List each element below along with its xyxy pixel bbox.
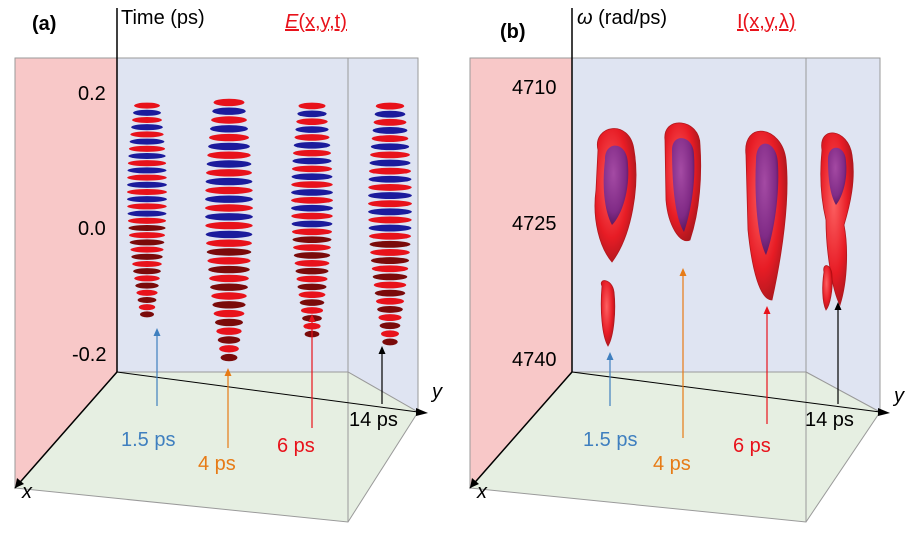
blob-4 (820, 132, 854, 311)
panel-a-field-slices (127, 98, 412, 362)
panel-a-time-2: 4 ps (198, 453, 236, 475)
panel-b-axis-label: ω (rad/ps) (577, 7, 667, 29)
blob-3 (745, 130, 788, 301)
panel-a-title: E(x,y,t) (285, 11, 347, 33)
panel-a-label: (a) (32, 13, 56, 35)
field-slice-2 (205, 98, 253, 362)
panel-a-time-4: 14 ps (349, 409, 398, 431)
panel-b-label: (b) (500, 21, 526, 43)
panel-b-y-axis (571, 371, 881, 413)
panel-b-tick-mid: 4725 (512, 213, 557, 235)
panel-a-tick-mid: 0.0 (78, 218, 106, 240)
blob-1 (594, 128, 637, 347)
panel-a-tick-bottom: -0.2 (72, 344, 106, 366)
arrow-b-4 (834, 302, 842, 404)
panel-b-time-3: 6 ps (733, 435, 771, 457)
panel-b-time-4: 14 ps (805, 409, 854, 431)
arrow-b-3 (763, 306, 771, 424)
panel-a: (a) Time (ps) E(x,y,t) 0.2 0.0 -0.2 x y … (13, 7, 443, 523)
arrow-b-1 (606, 352, 614, 406)
panel-b-tick-top: 4710 (512, 77, 557, 99)
panel-b: (b) ω (rad/ps) I(x,y,λ) 4710 4725 4740 x… (468, 7, 905, 523)
panel-a-time-arrows (153, 314, 386, 448)
panel-b-y-label: y (892, 385, 905, 407)
panel-a-time-3: 6 ps (277, 435, 315, 457)
field-slice-1 (127, 102, 167, 318)
arrow-a-3 (308, 314, 316, 428)
panel-b-x-axis (469, 371, 573, 489)
panel-a-y-axis (116, 371, 419, 413)
field-slice-3 (291, 102, 333, 338)
panel-b-time-1: 1.5 ps (583, 429, 637, 451)
panel-b-time-arrows (606, 268, 842, 438)
panel-b-intensity-blobs (594, 122, 854, 347)
blob-2 (664, 122, 702, 242)
panel-a-x-label: x (21, 481, 33, 503)
field-slice-4 (368, 102, 412, 346)
arrow-a-4 (378, 346, 386, 404)
arrow-a-2 (224, 368, 232, 448)
panel-a-y-label: y (430, 381, 443, 403)
panel-a-x-axis (14, 371, 118, 489)
panel-b-title: I(x,y,λ) (737, 11, 796, 33)
panel-a-time-1: 1.5 ps (121, 429, 175, 451)
panel-b-tick-bottom: 4740 (512, 349, 557, 371)
panel-b-x-label: x (476, 481, 488, 503)
panel-a-axis-label: Time (ps) (121, 7, 205, 29)
arrow-b-2 (679, 268, 687, 438)
panel-b-time-2: 4 ps (653, 453, 691, 475)
arrow-a-1 (153, 328, 161, 406)
panel-a-tick-top: 0.2 (78, 83, 106, 105)
